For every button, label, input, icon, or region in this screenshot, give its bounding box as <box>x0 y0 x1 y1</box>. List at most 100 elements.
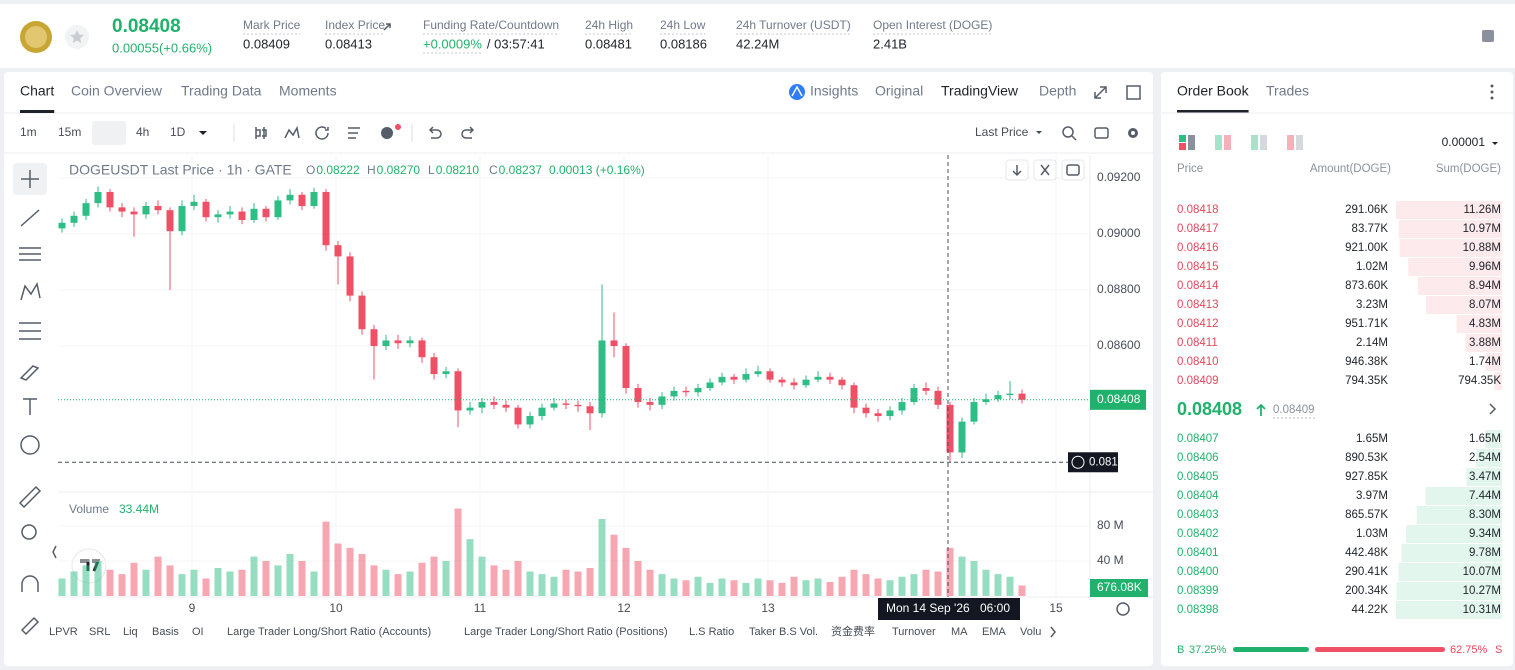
volume-bar <box>154 556 162 596</box>
chart-tab[interactable]: Chart <box>20 83 54 99</box>
edit-tool[interactable] <box>20 616 40 636</box>
precision[interactable]: 0.00001 <box>1442 135 1486 149</box>
indicator-tab[interactable]: Turnover <box>892 626 936 638</box>
book-sum: 3.47M <box>1469 471 1501 483</box>
indicator-tab[interactable]: EMA <box>982 626 1007 638</box>
view-tab[interactable]: Original <box>875 83 923 99</box>
chart-button[interactable] <box>1061 159 1085 181</box>
view-icon <box>1251 135 1258 150</box>
book-price[interactable]: 0.08410 <box>1177 356 1219 368</box>
volume-bar <box>70 571 78 596</box>
indicator-tab[interactable]: LPVR <box>49 626 78 638</box>
chart-tab[interactable]: Trading Data <box>181 83 262 99</box>
book-price[interactable]: 0.08401 <box>1177 547 1219 559</box>
brush-tool[interactable] <box>19 365 40 381</box>
fullscreen-button[interactable] <box>1094 86 1107 99</box>
interval[interactable]: 1D <box>170 125 186 139</box>
ruler-tool[interactable] <box>18 485 42 509</box>
candle-body <box>298 194 306 206</box>
index-link-icon[interactable] <box>383 23 391 31</box>
indicator-tab[interactable]: Taker B.S Vol. <box>749 626 818 638</box>
book-view-buttons[interactable] <box>1179 135 1303 150</box>
book-price[interactable]: 0.08399 <box>1177 585 1219 597</box>
price-type[interactable]: Last Price <box>975 125 1029 139</box>
indicator-tab[interactable]: Basis <box>152 626 179 638</box>
screenshot-button[interactable] <box>1094 127 1109 139</box>
view-icon <box>1188 135 1195 150</box>
indicators-button[interactable] <box>284 125 300 139</box>
book-tab[interactable]: Trades <box>1266 83 1309 99</box>
indicator-tab[interactable]: Large Trader Long/Short Ratio (Positions… <box>464 626 668 638</box>
chart-tab[interactable]: Moments <box>279 83 337 99</box>
indicator-next[interactable] <box>1050 626 1056 638</box>
view-tab[interactable]: TradingView <box>941 83 1019 99</box>
view-tab[interactable]: Depth <box>1039 83 1076 99</box>
book-price[interactable]: 0.08416 <box>1177 242 1219 254</box>
crosshair-tool[interactable] <box>21 170 39 188</box>
interval[interactable]: 1m <box>20 125 37 139</box>
search-button[interactable] <box>1062 126 1074 138</box>
book-price[interactable]: 0.08412 <box>1177 318 1219 330</box>
book-price[interactable]: 0.08406 <box>1177 452 1219 464</box>
candle-body <box>1018 393 1026 400</box>
book-amount: 291.06K <box>1345 204 1388 216</box>
indicator-tab[interactable]: 资金费率 <box>831 624 875 638</box>
indicator-tab[interactable]: MA <box>951 626 968 638</box>
chart-tab[interactable]: Coin Overview <box>71 83 163 99</box>
indicator-tab[interactable]: Volu <box>1020 626 1041 638</box>
indicator-tab[interactable]: Liq <box>123 626 138 638</box>
collapse-button[interactable] <box>52 545 57 559</box>
depth-bar <box>1398 563 1502 581</box>
fib-tool[interactable] <box>19 322 41 340</box>
pattern-tool[interactable] <box>20 281 41 301</box>
view-tab[interactable]: Insights <box>810 83 858 99</box>
magnet-tool[interactable] <box>21 575 39 592</box>
interval[interactable]: 4h <box>136 125 149 139</box>
interval[interactable]: 15m <box>58 125 81 139</box>
candle-body <box>106 191 114 208</box>
indicator-tab[interactable]: L.S Ratio <box>689 626 734 638</box>
ohlc-legend: O 0.08222 H 0.08270 L 0.08210 C 0.08237 <box>306 163 542 177</box>
text-tool[interactable] <box>23 398 37 415</box>
book-amount: 1.02M <box>1356 261 1388 273</box>
book-price[interactable]: 0.08417 <box>1177 223 1219 235</box>
book-more[interactable] <box>1489 403 1497 415</box>
indicator-tab[interactable]: Large Trader Long/Short Ratio (Accounts) <box>227 626 431 638</box>
channel-tool[interactable] <box>19 247 41 261</box>
indicator-tab[interactable]: SRL <box>89 626 110 638</box>
book-price[interactable]: 0.08403 <box>1177 509 1219 521</box>
book-price[interactable]: 0.08413 <box>1177 299 1219 311</box>
template-button[interactable] <box>348 127 360 139</box>
book-price[interactable]: 0.08415 <box>1177 261 1219 273</box>
interval-caret[interactable] <box>199 131 207 135</box>
book-price[interactable]: 0.08405 <box>1177 471 1219 483</box>
header-menu-icon[interactable] <box>1482 30 1494 42</box>
volume-bar <box>478 556 486 596</box>
emoji-tool[interactable] <box>20 435 40 455</box>
add-button[interactable] <box>381 127 393 139</box>
book-price[interactable]: 0.08402 <box>1177 528 1219 540</box>
book-price[interactable]: 0.08400 <box>1177 566 1219 578</box>
book-price[interactable]: 0.08407 <box>1177 433 1219 445</box>
candle-type-button[interactable] <box>255 127 267 139</box>
line-tool[interactable] <box>20 209 40 227</box>
book-price[interactable]: 0.08414 <box>1177 280 1219 292</box>
axis-settings[interactable] <box>1116 602 1130 616</box>
redo-button[interactable] <box>461 126 475 139</box>
book-price[interactable]: 0.08409 <box>1177 375 1219 387</box>
volume-bar <box>670 578 678 596</box>
book-price[interactable]: 0.08411 <box>1177 337 1218 349</box>
book-price[interactable]: 0.08418 <box>1177 204 1219 216</box>
layout-button[interactable] <box>1126 85 1141 100</box>
candle-body <box>574 404 582 407</box>
compare-button[interactable] <box>315 126 329 140</box>
undo-button[interactable] <box>428 126 442 139</box>
zoom-tool[interactable] <box>21 524 37 540</box>
book-price[interactable]: 0.08398 <box>1177 604 1219 616</box>
book-tab[interactable]: Order Book <box>1177 83 1250 99</box>
book-price[interactable]: 0.08404 <box>1177 490 1219 502</box>
indicator-tab[interactable]: OI <box>192 626 204 638</box>
add-alert[interactable] <box>1071 455 1085 469</box>
candle-body <box>922 388 930 391</box>
menu-dot[interactable] <box>1490 84 1494 88</box>
